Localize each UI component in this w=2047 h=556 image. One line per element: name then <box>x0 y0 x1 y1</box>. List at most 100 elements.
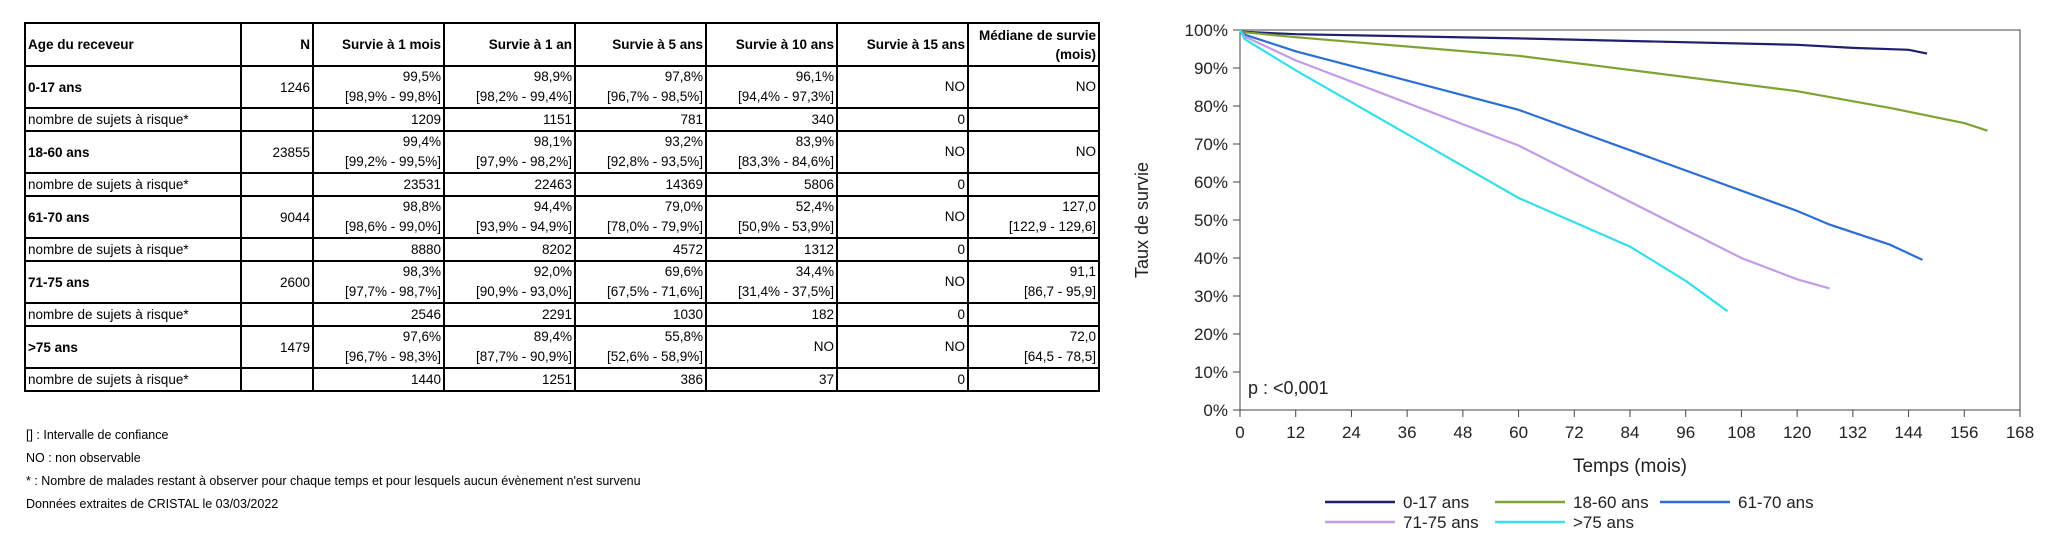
table-header-row: Age du receveur N Survie à 1 mois Survie à … <box>24 22 1100 67</box>
age-group-cell: >75 ans <box>24 325 242 369</box>
survival-value: NO <box>944 144 965 159</box>
survival-value: 99,4% <box>402 134 441 149</box>
series-line <box>1239 29 1923 261</box>
survival-value: 83,9% <box>795 134 834 149</box>
risk-count-cell <box>967 237 1100 262</box>
empty-cell <box>240 367 314 392</box>
risk-count-cell: 22463 <box>443 172 576 197</box>
survival-value: 55,8% <box>664 329 703 344</box>
survival-cell: 97,6% [96,7% - 98,3%] <box>312 325 445 369</box>
header-cell: Survie à 1 mois <box>312 22 445 67</box>
survival-value: NO <box>944 339 965 354</box>
survival-cell: 83,9% [83,3% - 84,6%] <box>705 130 838 174</box>
survival-cell: 89,4% [87,7% - 90,9%] <box>443 325 576 369</box>
survival-cell: 98,3% [97,7% - 98,7%] <box>312 260 445 304</box>
risk-count-cell: 386 <box>574 367 707 392</box>
risk-row: nombre de sujets à risque* 1209 1151 781 340… <box>24 107 1100 132</box>
footnote-ci: [] : Intervalle de confiance <box>26 428 169 442</box>
survival-cell: 94,4% [93,9% - 94,9%] <box>443 195 576 239</box>
survival-cell: 34,4% [31,4% - 37,5%] <box>705 260 838 304</box>
survival-cell: NO <box>836 65 969 109</box>
survival-cell: 52,4% [50,9% - 53,9%] <box>705 195 838 239</box>
risk-count-cell: 2546 <box>312 302 445 327</box>
risk-row: nombre de sujets à risque* 8880 8202 4572 13… <box>24 237 1100 262</box>
survival-cell: 127,0 [122,9 - 129,6] <box>967 195 1100 239</box>
empty-cell <box>240 237 314 262</box>
confidence-interval: [99,2% - 99,5%] <box>344 154 441 169</box>
x-tick-label: 36 <box>1398 423 1417 442</box>
risk-row: nombre de sujets à risque* 23531 22463 1436… <box>24 172 1100 197</box>
risk-count-cell <box>967 367 1100 392</box>
x-tick-label: 12 <box>1286 423 1305 442</box>
survival-cell: 98,8% [98,6% - 99,0%] <box>312 195 445 239</box>
confidence-interval: [86,7 - 95,9] <box>1023 284 1096 299</box>
y-tick-label: 0% <box>1203 401 1228 420</box>
table-row: 18-60 ans 23855 99,4% [99,2% - 99,5%] 98,1% [… <box>24 130 1100 174</box>
x-tick-label: 144 <box>1894 423 1922 442</box>
survival-cell: NO <box>836 325 969 369</box>
risk-row: nombre de sujets à risque* 2546 2291 1030 18… <box>24 302 1100 327</box>
survival-cell: 97,8% [96,7% - 98,5%] <box>574 65 707 109</box>
confidence-interval: [31,4% - 37,5%] <box>737 284 834 299</box>
legend-label: 61-70 ans <box>1738 493 1814 512</box>
survival-value: 89,4% <box>533 329 572 344</box>
survival-value: NO <box>944 274 965 289</box>
survival-cell: 91,1 [86,7 - 95,9] <box>967 260 1100 304</box>
confidence-interval: [98,2% - 99,4%] <box>475 89 572 104</box>
risk-count-cell: 0 <box>836 302 969 327</box>
y-tick-label: 50% <box>1194 211 1228 230</box>
risk-count-cell: 1151 <box>443 107 576 132</box>
risk-count-cell <box>967 107 1100 132</box>
risk-count-cell: 1251 <box>443 367 576 392</box>
risk-count-cell: 2291 <box>443 302 576 327</box>
empty-cell <box>240 302 314 327</box>
risk-count-cell: 1030 <box>574 302 707 327</box>
x-tick-label: 24 <box>1342 423 1361 442</box>
x-tick-label: 168 <box>2006 423 2034 442</box>
survival-cell: 98,9% [98,2% - 99,4%] <box>443 65 576 109</box>
survival-value: NO <box>944 209 965 224</box>
risk-count-cell: 1312 <box>705 237 838 262</box>
x-tick-label: 60 <box>1509 423 1528 442</box>
confidence-interval: [97,9% - 98,2%] <box>475 154 572 169</box>
y-tick-label: 80% <box>1194 97 1228 116</box>
x-tick-label: 120 <box>1783 423 1811 442</box>
survival-value: 98,1% <box>533 134 572 149</box>
series-line <box>1239 29 1988 132</box>
survival-value: 99,5% <box>402 69 441 84</box>
survival-value: 34,4% <box>795 264 834 279</box>
survival-value: 98,9% <box>533 69 572 84</box>
confidence-interval: [52,6% - 58,9%] <box>606 349 703 364</box>
risk-label-cell: nombre de sujets à risque* <box>24 367 242 392</box>
header-cell: Survie à 10 ans <box>705 22 838 67</box>
footnotes: [] : Intervalle de confiance NO : non ob… <box>26 424 641 516</box>
survival-value: 91,1 <box>1069 264 1096 279</box>
risk-label-cell: nombre de sujets à risque* <box>24 172 242 197</box>
header-cell: Survie à 5 ans <box>574 22 707 67</box>
header-cell: Age du receveur <box>24 22 242 67</box>
x-axis-label: Temps (mois) <box>1573 456 1687 477</box>
confidence-interval: [96,7% - 98,5%] <box>606 89 703 104</box>
table-row: 0-17 ans 1246 99,5% [98,9% - 99,8%] 98,9% [98… <box>24 65 1100 109</box>
survival-cell: 93,2% [92,8% - 93,5%] <box>574 130 707 174</box>
survival-table: Age du receveur N Survie à 1 mois Survie à … <box>24 22 1100 392</box>
confidence-interval: [78,0% - 79,9%] <box>606 219 703 234</box>
risk-count-cell: 23531 <box>312 172 445 197</box>
header-cell: N <box>240 22 314 67</box>
x-tick-label: 108 <box>1727 423 1755 442</box>
confidence-interval: [93,9% - 94,9%] <box>475 219 572 234</box>
risk-count-cell: 0 <box>836 107 969 132</box>
x-tick-label: 96 <box>1676 423 1695 442</box>
survival-cell: 96,1% [94,4% - 97,3%] <box>705 65 838 109</box>
x-tick-label: 156 <box>1950 423 1978 442</box>
plot-frame <box>1239 29 2021 411</box>
confidence-interval: [50,9% - 53,9%] <box>737 219 834 234</box>
survival-value: 79,0% <box>664 199 703 214</box>
n-cell: 9044 <box>240 195 314 239</box>
survival-cell: NO <box>836 195 969 239</box>
survival-cell: 69,6% [67,5% - 71,6%] <box>574 260 707 304</box>
survival-value: 97,6% <box>402 329 441 344</box>
empty-cell <box>240 172 314 197</box>
y-tick-label: 20% <box>1194 325 1228 344</box>
risk-count-cell: 4572 <box>574 237 707 262</box>
